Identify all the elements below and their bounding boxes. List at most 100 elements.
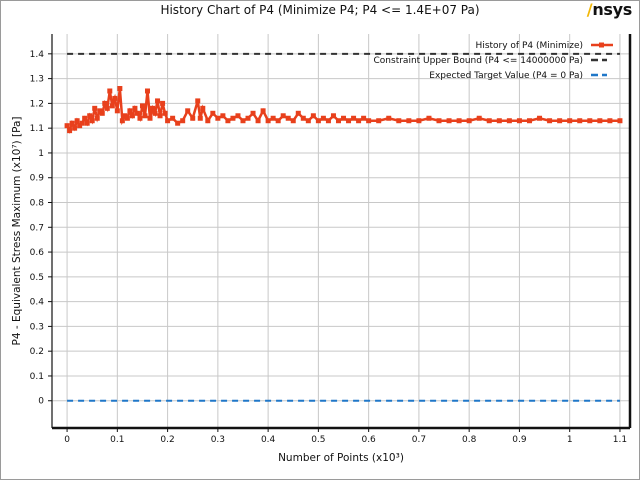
data-point <box>124 115 130 121</box>
data-point <box>335 118 341 124</box>
data-point <box>157 113 163 119</box>
data-point <box>69 120 75 126</box>
data-point <box>127 108 133 114</box>
data-point <box>200 105 206 111</box>
data-point <box>270 115 276 121</box>
x-tick-label: 0.8 <box>462 435 477 445</box>
x-tick-label: 0.5 <box>311 435 325 445</box>
data-point <box>210 110 216 116</box>
data-point <box>466 118 472 124</box>
data-point <box>537 115 543 121</box>
y-tick-label: 0.4 <box>30 298 45 308</box>
data-point <box>175 120 181 126</box>
data-point <box>250 110 256 116</box>
data-point <box>139 103 145 109</box>
data-point <box>325 118 331 124</box>
data-point <box>275 118 281 124</box>
y-tick-label: 0.1 <box>30 372 44 382</box>
data-point <box>137 115 143 121</box>
data-point <box>77 123 83 129</box>
data-point <box>122 113 128 119</box>
data-point <box>84 120 90 126</box>
y-tick-label: 0.7 <box>30 223 44 233</box>
data-point <box>165 118 171 124</box>
data-point <box>152 110 158 116</box>
data-point <box>147 115 153 121</box>
data-point <box>346 118 352 124</box>
data-point <box>142 113 148 119</box>
axes <box>48 34 632 432</box>
data-point <box>245 115 251 121</box>
data-point <box>426 115 432 121</box>
x-tick-label: 0.7 <box>412 435 426 445</box>
data-point <box>361 115 367 121</box>
data-point <box>496 118 502 124</box>
data-point <box>506 118 512 124</box>
data-point <box>112 95 118 101</box>
x-tick-label: 0 <box>64 435 70 445</box>
y-tick-labels: 0 0.1 0.2 0.3 0.4 0.5 0.6 0.7 0.8 0.9 1 1.1 1.2 1.3 1.… <box>30 50 45 407</box>
y-tick-label: 1 <box>38 149 44 159</box>
y-tick-label: 0.3 <box>30 322 44 332</box>
data-point <box>366 118 372 124</box>
y-tick-label: 1.2 <box>30 99 44 109</box>
data-point <box>255 118 261 124</box>
data-point <box>235 113 241 119</box>
data-point <box>280 113 286 119</box>
x-tick-label: 1 <box>567 435 573 445</box>
data-point <box>406 118 412 124</box>
series-line <box>65 88 620 134</box>
data-point <box>486 118 492 124</box>
y-axis-label: P4 - Equivalent Stress Maximum (x10⁷) [P… <box>11 117 23 346</box>
data-point <box>89 118 95 124</box>
data-point <box>260 108 266 114</box>
data-point <box>547 118 553 124</box>
data-point <box>396 118 402 124</box>
data-point <box>160 100 166 106</box>
data-point <box>310 113 316 119</box>
data-point <box>265 118 271 124</box>
data-point <box>476 115 482 121</box>
data-point <box>134 110 140 116</box>
data-point <box>557 118 563 124</box>
y-tick-label: 0.6 <box>30 248 45 258</box>
data-point <box>290 118 296 124</box>
series-layer <box>64 52 623 402</box>
data-point <box>230 115 236 121</box>
y-tick-label: 1.3 <box>30 75 44 85</box>
data-point <box>190 115 196 121</box>
data-point <box>87 113 93 119</box>
data-point <box>376 118 382 124</box>
data-point <box>215 115 221 121</box>
data-point <box>330 113 336 119</box>
x-tick-label: 0.2 <box>160 435 174 445</box>
data-point <box>341 115 347 121</box>
data-point <box>117 86 123 92</box>
data-point <box>567 118 573 124</box>
data-point <box>587 118 593 124</box>
x-tick-label: 0.1 <box>110 435 124 445</box>
data-point <box>607 118 613 124</box>
data-point <box>356 118 362 124</box>
data-point <box>295 110 301 116</box>
data-point <box>456 118 462 124</box>
legend-marker <box>599 42 604 48</box>
data-point <box>79 120 85 126</box>
data-point <box>92 105 98 111</box>
y-tick-label: 0 <box>38 397 44 407</box>
y-tick-label: 1.1 <box>30 124 44 134</box>
data-point <box>132 105 138 111</box>
y-tick-label: 0.9 <box>30 174 45 184</box>
data-point <box>617 118 623 124</box>
data-point <box>99 110 105 116</box>
data-point <box>129 113 135 119</box>
data-point <box>72 125 78 131</box>
grid-lines <box>52 34 630 428</box>
data-point <box>446 118 452 124</box>
data-point <box>197 115 203 121</box>
data-point <box>180 118 186 124</box>
data-point <box>195 98 201 104</box>
data-point <box>119 118 125 124</box>
data-point <box>150 105 156 111</box>
